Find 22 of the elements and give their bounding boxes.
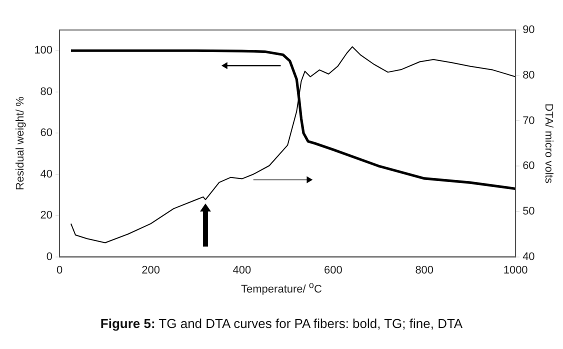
y2-tick-label: 40 (522, 250, 535, 263)
y-tick-label: 60 (40, 127, 53, 140)
y2-tick-label: 70 (522, 114, 535, 127)
y-tick-label: 100 (34, 44, 53, 57)
y-axis-title: Residual weight/ % (14, 96, 27, 190)
y-tick-label: 80 (40, 86, 53, 98)
x-tick-label: 0 (56, 264, 63, 276)
x-tick-label: 600 (324, 264, 342, 276)
x-tick-label: 800 (415, 264, 434, 276)
y2-tick-label: 80 (522, 69, 535, 82)
y2-tick-label: 90 (522, 24, 535, 36)
caption: Figure 5: TG and DTA curves for PA fibers: bold, TG; fine, DTA (99, 316, 464, 331)
x-tick-label: 200 (142, 264, 160, 276)
y-tick-label: 20 (40, 210, 53, 222)
y-tick-label: 40 (40, 168, 53, 180)
y2-tick-label: 60 (522, 160, 535, 172)
x-axis-title: Temperature/ $^{o}$C (240, 280, 323, 296)
y2-axis-title: DTA/ micro volts (542, 103, 554, 184)
y-tick-label: 0 (46, 250, 53, 263)
y2-tick-label: 50 (522, 205, 535, 218)
x-tick-label: 400 (232, 264, 252, 276)
x-tick-label: 1000 (503, 264, 528, 276)
